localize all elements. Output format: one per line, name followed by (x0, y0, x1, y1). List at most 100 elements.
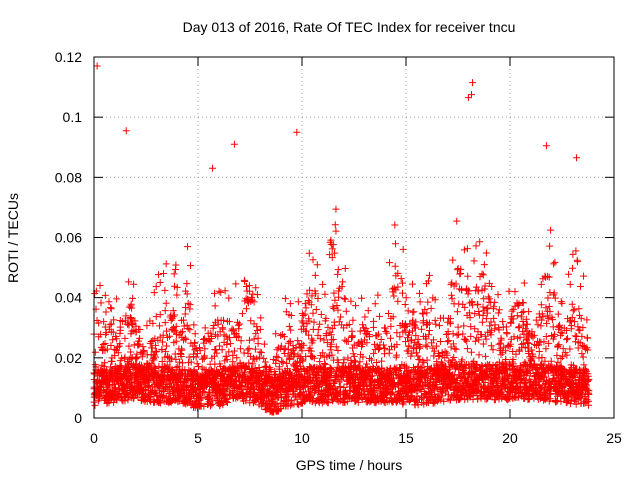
data-point (132, 353, 140, 361)
data-point (104, 383, 112, 391)
data-point (121, 353, 129, 361)
data-point (201, 345, 209, 353)
data-point (235, 325, 243, 333)
data-point (225, 318, 233, 326)
data-point (180, 316, 188, 324)
data-point (215, 342, 223, 350)
data-point (245, 336, 253, 344)
data-point (223, 356, 231, 364)
data-point (222, 332, 230, 340)
data-point (160, 270, 168, 278)
data-point (105, 298, 113, 306)
data-point (145, 382, 153, 390)
data-point (153, 347, 161, 355)
data-point (192, 345, 200, 353)
data-point (221, 390, 229, 398)
data-point (309, 256, 317, 264)
data-point (113, 335, 121, 343)
data-point (172, 337, 180, 345)
data-point (287, 396, 295, 404)
data-point (332, 227, 340, 235)
data-point (182, 335, 190, 343)
data-point (307, 301, 315, 309)
data-point (331, 249, 339, 257)
data-point (298, 317, 306, 325)
data-point (192, 353, 200, 361)
data-point (311, 271, 319, 279)
x-tick-label: 20 (502, 430, 518, 446)
data-point (168, 355, 176, 363)
data-point (299, 364, 307, 372)
data-point (339, 278, 347, 286)
data-point (229, 351, 237, 359)
data-point (280, 333, 288, 341)
data-point (331, 321, 339, 329)
data-point (167, 316, 175, 324)
data-point (341, 264, 349, 272)
data-point (286, 338, 294, 346)
data-point (172, 355, 180, 363)
data-point (251, 345, 259, 353)
x-tick-label: 5 (194, 430, 202, 446)
data-point (305, 249, 313, 257)
data-point (271, 401, 279, 409)
data-point (138, 353, 146, 361)
data-point (121, 334, 129, 342)
data-point (285, 322, 293, 330)
data-point (151, 335, 159, 343)
data-point (164, 352, 172, 360)
data-point (172, 322, 180, 330)
data-point (340, 356, 348, 364)
data-point (186, 301, 194, 309)
data-point (149, 319, 157, 327)
data-point (335, 293, 343, 301)
data-point (107, 305, 115, 313)
data-point (337, 313, 345, 321)
y-tick-label: 0.06 (55, 230, 82, 246)
data-point (181, 366, 189, 374)
data-point (158, 358, 166, 366)
data-point (191, 346, 199, 354)
data-point (310, 354, 318, 362)
data-point (330, 305, 338, 313)
data-point (111, 384, 119, 392)
data-point (217, 288, 225, 296)
data-point (310, 318, 318, 326)
data-point (95, 395, 103, 403)
data-point (304, 296, 312, 304)
data-point (250, 298, 258, 306)
data-point (117, 364, 125, 372)
data-point (287, 326, 295, 334)
data-point (286, 370, 294, 378)
data-point (274, 354, 282, 362)
data-point (250, 335, 258, 343)
data-point (286, 354, 294, 362)
data-point (239, 386, 247, 394)
data-point (287, 312, 295, 320)
data-point (109, 328, 117, 336)
data-point (132, 355, 140, 363)
data-point (312, 290, 320, 298)
data-point (328, 245, 336, 253)
data-point (301, 300, 309, 308)
data-point (255, 363, 263, 371)
data-point (242, 397, 250, 405)
data-point (179, 359, 187, 367)
data-point (245, 287, 253, 295)
data-point (313, 261, 321, 269)
data-point (253, 323, 261, 331)
data-point (152, 341, 160, 349)
data-point (124, 396, 132, 404)
data-point (160, 388, 168, 396)
data-point (308, 397, 316, 405)
data-point (221, 287, 229, 295)
data-point (99, 341, 107, 349)
data-point (111, 352, 119, 360)
data-point (309, 353, 317, 361)
data-point (222, 352, 230, 360)
data-point (238, 310, 246, 318)
data-point (283, 359, 291, 367)
data-point (314, 326, 322, 334)
data-point (116, 323, 124, 331)
data-point (278, 357, 286, 365)
